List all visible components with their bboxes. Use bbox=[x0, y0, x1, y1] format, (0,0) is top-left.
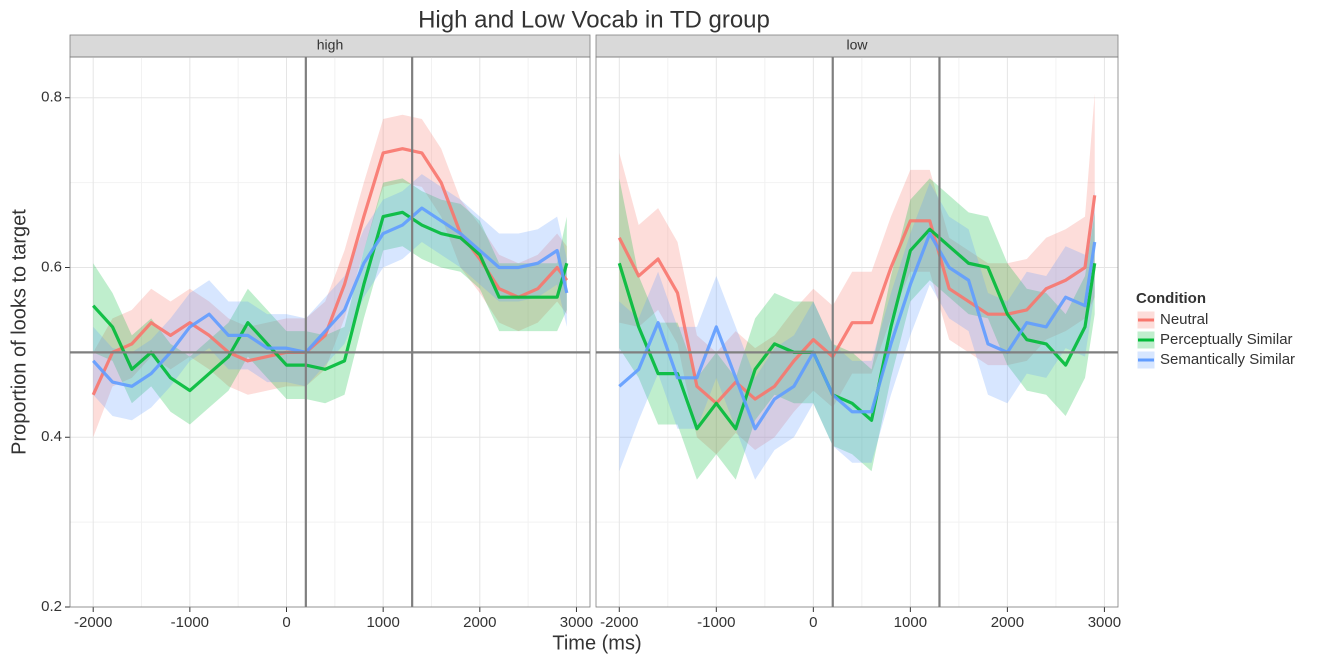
legend-title: Condition bbox=[1136, 290, 1206, 307]
y-tick-label: 0.8 bbox=[41, 89, 62, 106]
strip-label: high bbox=[317, 37, 343, 53]
panel-border bbox=[595, 56, 1119, 608]
line bbox=[617, 195, 1097, 405]
line bbox=[92, 210, 569, 393]
x-tick-label: -2000 bbox=[74, 614, 112, 631]
x-axis-label: Time (ms) bbox=[552, 632, 641, 654]
x-tick-label: -2000 bbox=[600, 614, 638, 631]
legend-label: Perceptually Similar bbox=[1160, 331, 1293, 348]
ribbon bbox=[619, 178, 1095, 480]
x-tick-label: 2000 bbox=[463, 614, 496, 631]
x-tick-label: 1000 bbox=[366, 614, 399, 631]
y-axis-label: Proportion of looks to target bbox=[8, 209, 30, 455]
ribbon bbox=[93, 178, 567, 425]
y-tick-label: 0.6 bbox=[41, 258, 62, 275]
y-tick-label: 0.4 bbox=[41, 428, 62, 445]
x-tick-label: 3000 bbox=[1088, 614, 1121, 631]
x-tick-label: 1000 bbox=[894, 614, 927, 631]
panel bbox=[70, 57, 590, 607]
line bbox=[618, 231, 1097, 431]
ribbon bbox=[619, 182, 1095, 480]
strip-label: low bbox=[846, 37, 868, 53]
panel bbox=[596, 57, 1118, 607]
chart-title: High and Low Vocab in TD group bbox=[418, 6, 770, 33]
ribbon bbox=[619, 93, 1095, 455]
legend-label: Neutral bbox=[1160, 311, 1208, 328]
legend-label: Semantically Similar bbox=[1160, 351, 1295, 368]
y-tick-label: 0.2 bbox=[41, 598, 62, 615]
panel-border bbox=[69, 56, 591, 608]
x-tick-label: 2000 bbox=[991, 614, 1024, 631]
x-tick-label: 3000 bbox=[560, 614, 593, 631]
line bbox=[92, 206, 569, 388]
x-tick-label: 0 bbox=[809, 614, 817, 631]
x-tick-label: -1000 bbox=[697, 614, 735, 631]
x-tick-label: 0 bbox=[282, 614, 290, 631]
x-tick-label: -1000 bbox=[171, 614, 209, 631]
line bbox=[91, 147, 569, 396]
ribbon bbox=[93, 114, 567, 438]
